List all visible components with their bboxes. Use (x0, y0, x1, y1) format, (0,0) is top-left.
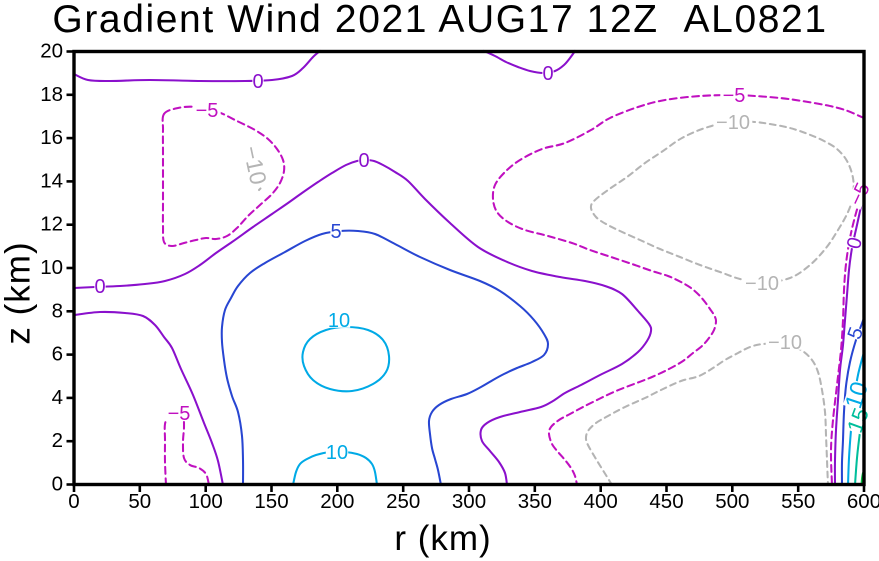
svg-text:10: 10 (328, 310, 350, 332)
svg-text:6: 6 (52, 343, 63, 366)
svg-text:10: 10 (40, 256, 63, 279)
svg-text:500: 500 (715, 490, 749, 513)
svg-text:5: 5 (330, 221, 341, 243)
svg-text:0: 0 (68, 490, 79, 513)
svg-text:14: 14 (40, 169, 63, 192)
svg-text:0: 0 (843, 235, 867, 251)
svg-text:0: 0 (542, 63, 553, 85)
svg-text:2: 2 (52, 429, 63, 452)
svg-text:−10: −10 (768, 332, 802, 354)
svg-text:−10: −10 (716, 112, 750, 134)
svg-text:12: 12 (40, 213, 63, 236)
svg-text:−10: −10 (745, 273, 779, 295)
svg-text:−5: −5 (723, 85, 746, 107)
svg-text:350: 350 (518, 490, 552, 513)
svg-text:−5: −5 (196, 100, 219, 122)
svg-text:150: 150 (254, 490, 288, 513)
svg-text:8: 8 (52, 299, 63, 322)
svg-text:0: 0 (52, 473, 63, 496)
svg-text:20: 20 (40, 40, 63, 63)
svg-text:400: 400 (584, 490, 618, 513)
svg-text:550: 550 (781, 490, 815, 513)
svg-text:200: 200 (320, 490, 354, 513)
svg-text:z (km): z (km) (0, 241, 38, 344)
svg-text:50: 50 (128, 490, 151, 513)
svg-text:250: 250 (386, 490, 420, 513)
svg-text:300: 300 (452, 490, 486, 513)
svg-text:0: 0 (94, 276, 105, 298)
svg-text:0: 0 (358, 150, 369, 172)
svg-text:Gradient Wind 2021 AUG17 12Z: Gradient Wind 2021 AUG17 12Z AL0821 (52, 0, 827, 41)
svg-text:18: 18 (40, 83, 63, 106)
svg-text:0: 0 (252, 71, 263, 93)
svg-text:450: 450 (649, 490, 683, 513)
svg-text:−5: −5 (168, 403, 191, 425)
svg-text:10: 10 (326, 442, 348, 464)
svg-text:16: 16 (40, 126, 63, 149)
svg-text:100: 100 (189, 490, 223, 513)
svg-text:600: 600 (847, 490, 879, 513)
svg-text:4: 4 (52, 386, 63, 409)
svg-text:r (km): r (km) (394, 519, 491, 558)
